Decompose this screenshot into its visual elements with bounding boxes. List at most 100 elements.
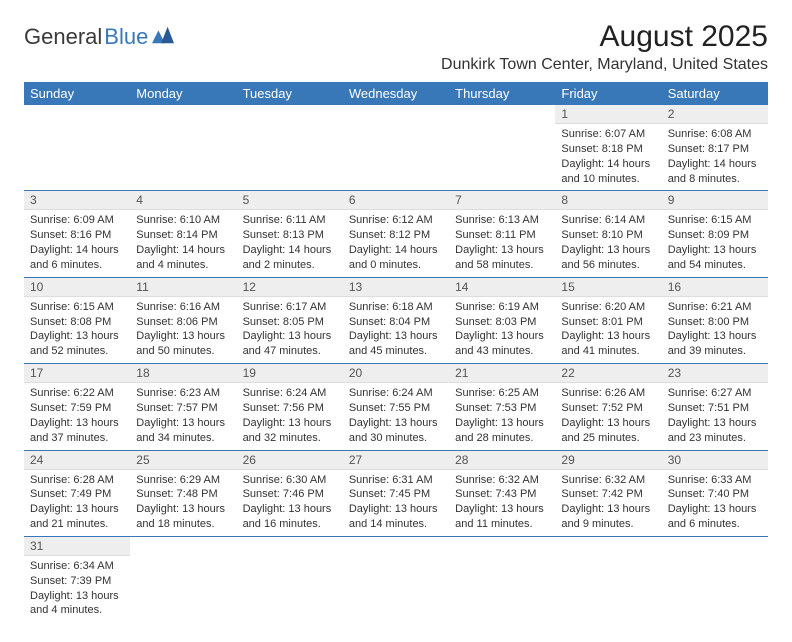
day-number: 25 [130,451,236,470]
sunset-text: Sunset: 7:40 PM [668,487,762,502]
sunset-text: Sunset: 8:12 PM [349,228,443,243]
day-body: Sunrise: 6:33 AMSunset: 7:40 PMDaylight:… [662,470,768,536]
sunrise-text: Sunrise: 6:18 AM [349,300,443,315]
calendar-cell: 4Sunrise: 6:10 AMSunset: 8:14 PMDaylight… [130,191,236,277]
sunset-text: Sunset: 7:52 PM [561,401,655,416]
daylight-text: Daylight: 13 hours and 16 minutes. [243,502,337,532]
calendar-cell: 20Sunrise: 6:24 AMSunset: 7:55 PMDayligh… [343,364,449,450]
day-number: 20 [343,364,449,383]
day-number: 9 [662,191,768,210]
daylight-text: Daylight: 13 hours and 9 minutes. [561,502,655,532]
day-body: Sunrise: 6:12 AMSunset: 8:12 PMDaylight:… [343,210,449,276]
day-number: 10 [24,278,130,297]
calendar-cell [130,105,236,191]
sunrise-text: Sunrise: 6:24 AM [349,386,443,401]
daylight-text: Daylight: 13 hours and 14 minutes. [349,502,443,532]
day-body: Sunrise: 6:28 AMSunset: 7:49 PMDaylight:… [24,470,130,536]
day-number: 26 [237,451,343,470]
daylight-text: Daylight: 13 hours and 37 minutes. [30,416,124,446]
calendar-cell: 3Sunrise: 6:09 AMSunset: 8:16 PMDaylight… [24,191,130,277]
day-body: Sunrise: 6:15 AMSunset: 8:09 PMDaylight:… [662,210,768,276]
day-header: Tuesday [237,82,343,105]
day-body: Sunrise: 6:32 AMSunset: 7:43 PMDaylight:… [449,470,555,536]
calendar-cell: 31Sunrise: 6:34 AMSunset: 7:39 PMDayligh… [24,536,130,622]
daylight-text: Daylight: 13 hours and 21 minutes. [30,502,124,532]
sunrise-text: Sunrise: 6:23 AM [136,386,230,401]
sunrise-text: Sunrise: 6:32 AM [561,473,655,488]
sunrise-text: Sunrise: 6:29 AM [136,473,230,488]
day-body: Sunrise: 6:34 AMSunset: 7:39 PMDaylight:… [24,556,130,622]
sunset-text: Sunset: 7:56 PM [243,401,337,416]
flag-icon [152,26,174,44]
day-body: Sunrise: 6:09 AMSunset: 8:16 PMDaylight:… [24,210,130,276]
day-body: Sunrise: 6:23 AMSunset: 7:57 PMDaylight:… [130,383,236,449]
logo-text-blue: Blue [104,24,148,50]
calendar-week: 3Sunrise: 6:09 AMSunset: 8:16 PMDaylight… [24,191,768,277]
calendar-cell: 18Sunrise: 6:23 AMSunset: 7:57 PMDayligh… [130,364,236,450]
calendar-cell [449,536,555,622]
day-number: 8 [555,191,661,210]
calendar-cell: 8Sunrise: 6:14 AMSunset: 8:10 PMDaylight… [555,191,661,277]
calendar-cell: 26Sunrise: 6:30 AMSunset: 7:46 PMDayligh… [237,450,343,536]
daylight-text: Daylight: 13 hours and 50 minutes. [136,329,230,359]
daylight-text: Daylight: 13 hours and 47 minutes. [243,329,337,359]
logo: General Blue [24,24,174,50]
day-body: Sunrise: 6:30 AMSunset: 7:46 PMDaylight:… [237,470,343,536]
sunrise-text: Sunrise: 6:10 AM [136,213,230,228]
daylight-text: Daylight: 14 hours and 10 minutes. [561,157,655,187]
sunset-text: Sunset: 8:17 PM [668,142,762,157]
sunrise-text: Sunrise: 6:27 AM [668,386,762,401]
day-header: Thursday [449,82,555,105]
sunset-text: Sunset: 7:46 PM [243,487,337,502]
calendar-body: 1Sunrise: 6:07 AMSunset: 8:18 PMDaylight… [24,105,768,622]
sunset-text: Sunset: 7:39 PM [30,574,124,589]
sunset-text: Sunset: 8:11 PM [455,228,549,243]
calendar-cell: 23Sunrise: 6:27 AMSunset: 7:51 PMDayligh… [662,364,768,450]
day-number: 6 [343,191,449,210]
sunset-text: Sunset: 7:42 PM [561,487,655,502]
sunrise-text: Sunrise: 6:13 AM [455,213,549,228]
day-body: Sunrise: 6:18 AMSunset: 8:04 PMDaylight:… [343,297,449,363]
calendar-cell: 21Sunrise: 6:25 AMSunset: 7:53 PMDayligh… [449,364,555,450]
sunrise-text: Sunrise: 6:11 AM [243,213,337,228]
sunset-text: Sunset: 8:13 PM [243,228,337,243]
day-number: 28 [449,451,555,470]
day-header: Saturday [662,82,768,105]
sunrise-text: Sunrise: 6:19 AM [455,300,549,315]
sunset-text: Sunset: 8:03 PM [455,315,549,330]
day-header: Friday [555,82,661,105]
sunset-text: Sunset: 8:08 PM [30,315,124,330]
sunrise-text: Sunrise: 6:33 AM [668,473,762,488]
day-number: 21 [449,364,555,383]
calendar-cell [449,105,555,191]
day-body: Sunrise: 6:24 AMSunset: 7:55 PMDaylight:… [343,383,449,449]
calendar-page: General Blue August 2025 Dunkirk Town Ce… [0,0,792,642]
daylight-text: Daylight: 13 hours and 58 minutes. [455,243,549,273]
daylight-text: Daylight: 14 hours and 2 minutes. [243,243,337,273]
daylight-text: Daylight: 13 hours and 54 minutes. [668,243,762,273]
day-body: Sunrise: 6:13 AMSunset: 8:11 PMDaylight:… [449,210,555,276]
day-number: 1 [555,105,661,124]
calendar-week: 10Sunrise: 6:15 AMSunset: 8:08 PMDayligh… [24,277,768,363]
day-body: Sunrise: 6:25 AMSunset: 7:53 PMDaylight:… [449,383,555,449]
daylight-text: Daylight: 13 hours and 45 minutes. [349,329,443,359]
sunset-text: Sunset: 7:49 PM [30,487,124,502]
calendar-cell: 12Sunrise: 6:17 AMSunset: 8:05 PMDayligh… [237,277,343,363]
calendar-cell: 30Sunrise: 6:33 AMSunset: 7:40 PMDayligh… [662,450,768,536]
calendar-cell [343,105,449,191]
calendar-cell [130,536,236,622]
day-header-row: SundayMondayTuesdayWednesdayThursdayFrid… [24,82,768,105]
daylight-text: Daylight: 13 hours and 41 minutes. [561,329,655,359]
day-number: 3 [24,191,130,210]
daylight-text: Daylight: 13 hours and 43 minutes. [455,329,549,359]
day-number: 12 [237,278,343,297]
day-number: 17 [24,364,130,383]
daylight-text: Daylight: 13 hours and 28 minutes. [455,416,549,446]
calendar-cell: 19Sunrise: 6:24 AMSunset: 7:56 PMDayligh… [237,364,343,450]
day-body: Sunrise: 6:21 AMSunset: 8:00 PMDaylight:… [662,297,768,363]
sunrise-text: Sunrise: 6:08 AM [668,127,762,142]
day-body: Sunrise: 6:17 AMSunset: 8:05 PMDaylight:… [237,297,343,363]
day-number: 15 [555,278,661,297]
calendar-cell: 1Sunrise: 6:07 AMSunset: 8:18 PMDaylight… [555,105,661,191]
calendar-cell: 24Sunrise: 6:28 AMSunset: 7:49 PMDayligh… [24,450,130,536]
